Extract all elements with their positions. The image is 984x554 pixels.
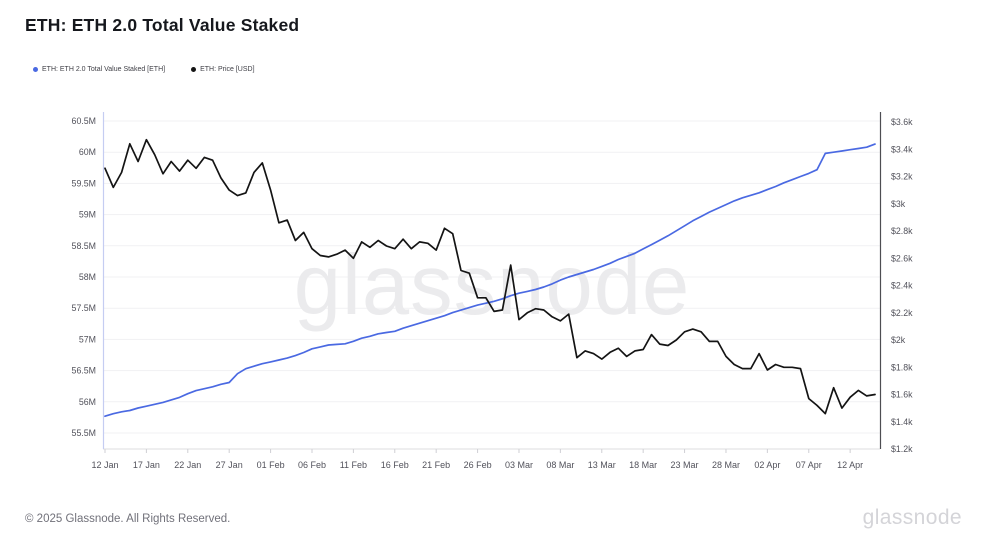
x-tick-label: 26 Feb xyxy=(464,460,492,470)
left-tick-label: 57M xyxy=(79,334,96,344)
right-tick-label: $1.4k xyxy=(891,417,913,427)
watermark-text: glassnode xyxy=(294,238,691,333)
x-tick-label: 11 Feb xyxy=(340,460,367,470)
left-tick-label: 56.5M xyxy=(72,366,96,376)
x-axis-tick-labels: 12 Jan 17 Jan 22 Jan 27 Jan 01 Feb 06 Feb 11 F… xyxy=(91,449,863,470)
right-tick-label: $3.4k xyxy=(891,144,913,154)
x-tick-label: 07 Apr xyxy=(796,460,822,470)
x-tick-label: 08 Mar xyxy=(546,460,574,470)
left-tick-label: 58M xyxy=(79,272,96,282)
left-tick-label: 59.5M xyxy=(72,178,96,188)
x-tick-label: 17 Jan xyxy=(133,460,160,470)
copyright-text: © 2025 Glassnode. All Rights Reserved. xyxy=(25,513,231,525)
left-tick-label: 55.5M xyxy=(72,428,96,438)
legend-dot-icon xyxy=(33,67,38,72)
right-tick-label: $2.6k xyxy=(891,253,913,263)
right-tick-label: $1.6k xyxy=(891,390,913,400)
x-tick-label: 01 Feb xyxy=(257,460,285,470)
right-tick-label: $2.4k xyxy=(891,281,913,291)
right-tick-label: $1.8k xyxy=(891,362,913,372)
legend-label-price: ETH: Price [USD] xyxy=(200,66,255,73)
x-tick-label: 02 Apr xyxy=(754,460,780,470)
price-series-line xyxy=(104,138,876,415)
staked-series-line xyxy=(104,143,876,418)
left-tick-label: 58.5M xyxy=(72,241,96,251)
right-tick-label: $3.2k xyxy=(891,172,913,182)
right-tick-label: $2.2k xyxy=(891,308,913,318)
right-axis-tick-labels: $3.6k $3.4k $3.2k $3k $2.8k $2.6k $2.4k $2.2k $2… xyxy=(891,117,913,454)
left-tick-label: 59M xyxy=(79,210,96,220)
page-title: ETH: ETH 2.0 Total Value Staked xyxy=(25,15,300,35)
x-tick-label: 23 Mar xyxy=(671,460,699,470)
right-tick-label: $3k xyxy=(891,199,906,209)
right-tick-label: $3.6k xyxy=(891,117,913,127)
left-tick-label: 60M xyxy=(79,147,96,157)
x-tick-label: 12 Jan xyxy=(91,460,118,470)
right-tick-label: $2.8k xyxy=(891,226,913,236)
glassnode-logo: glassnode xyxy=(862,506,962,529)
left-tick-label: 60.5M xyxy=(72,116,96,126)
x-tick-label: 16 Feb xyxy=(381,460,409,470)
legend-item-staked[interactable]: ETH: ETH 2.0 Total Value Staked [ETH] xyxy=(33,66,165,73)
legend-dot-icon xyxy=(191,67,197,72)
x-tick-label: 22 Jan xyxy=(174,460,201,470)
x-tick-label: 27 Jan xyxy=(216,460,243,470)
legend-item-price[interactable]: ETH: Price [USD] xyxy=(191,66,255,73)
x-tick-label: 06 Feb xyxy=(298,460,326,470)
x-tick-label: 28 Mar xyxy=(712,460,740,470)
x-tick-label: 03 Mar xyxy=(505,460,533,470)
x-tick-label: 21 Feb xyxy=(422,460,450,470)
legend: ETH: ETH 2.0 Total Value Staked [ETH] ET… xyxy=(33,66,255,73)
right-tick-label: $1.2k xyxy=(891,444,913,454)
x-tick-label: 13 Mar xyxy=(588,460,616,470)
gridlines xyxy=(103,120,880,434)
left-tick-label: 56M xyxy=(79,397,96,407)
left-tick-label: 57.5M xyxy=(72,303,96,313)
left-axis-tick-labels: 60.5M 60M 59.5M 59M 58.5M 58M 57.5M 57M 56.5M 56M… xyxy=(72,116,96,438)
x-tick-label: 12 Apr xyxy=(837,460,863,470)
right-tick-label: $2k xyxy=(891,335,906,345)
legend-label-staked: ETH: ETH 2.0 Total Value Staked [ETH] xyxy=(42,66,166,73)
x-tick-label: 18 Mar xyxy=(629,460,657,470)
